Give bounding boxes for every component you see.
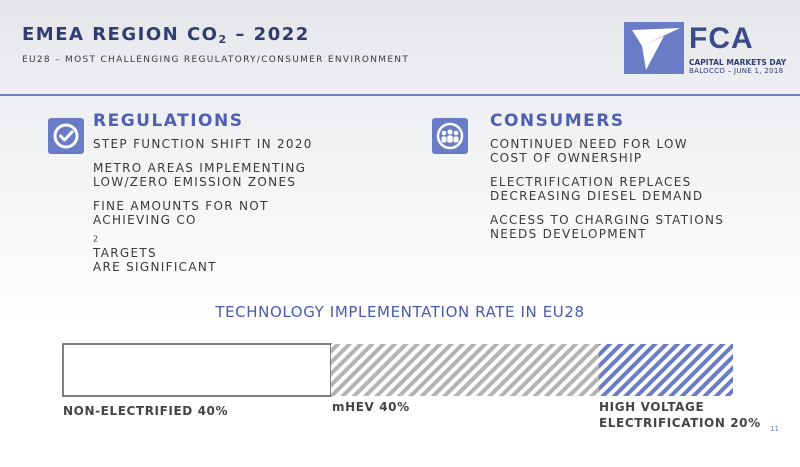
bar-label-high-voltage: HIGH VOLTAGE ELECTRIFICATION 20%: [599, 400, 761, 430]
list-item: ELECTRIFICATION REPLACES DECREASING DIESE…: [490, 175, 704, 203]
regulations-heading: REGULATIONS: [93, 111, 244, 131]
checkmark-circle-icon: [48, 118, 84, 154]
consumers-heading: CONSUMERS: [490, 111, 625, 131]
bar-label-mhev: mHEV 40%: [332, 400, 410, 414]
bar-segment-mhev: [331, 344, 599, 396]
list-item: STEP FUNCTION SHIFT IN 2020: [93, 137, 313, 151]
page-number: 11: [770, 425, 779, 433]
fca-logo-icon: [624, 22, 684, 74]
list-item: CONTINUED NEED FOR LOW COST OF OWNERSHIP: [490, 137, 688, 165]
brand-name: FCA: [689, 22, 754, 55]
list-item: METRO AREAS IMPLEMENTING LOW/ZERO EMISSIO…: [93, 161, 307, 189]
bar-segment-non-electrified: [62, 343, 332, 397]
list-item: ACCESS TO CHARGING STATIONS NEEDS DEVELOP…: [490, 213, 725, 241]
people-group-icon: [432, 118, 468, 154]
list-item: FINE AMOUNTS FOR NOT ACHIEVING CO 2 TARGET…: [93, 199, 269, 275]
page-title: EMEA REGION CO2 – 2022: [22, 24, 310, 46]
bar-label-non-electrified: NON-ELECTRIFIED 40%: [63, 404, 229, 418]
event-name: CAPITAL MARKETS DAY: [689, 58, 787, 67]
event-detail: BALOCCO – JUNE 1, 2018: [689, 67, 784, 75]
chart-title: TECHNOLOGY IMPLEMENTATION RATE IN EU28: [215, 303, 585, 321]
consumers-list: CONTINUED NEED FOR LOW COST OF OWNERSHIP …: [490, 137, 724, 251]
regulations-list: STEP FUNCTION SHIFT IN 2020 METRO AREAS …: [93, 137, 313, 284]
implementation-rate-bar: [62, 343, 733, 397]
page-subtitle: EU28 – MOST CHALLENGING REGULATORY/CONSU…: [22, 55, 410, 65]
header-divider: [0, 94, 800, 96]
bar-segment-high-voltage: [599, 344, 733, 396]
